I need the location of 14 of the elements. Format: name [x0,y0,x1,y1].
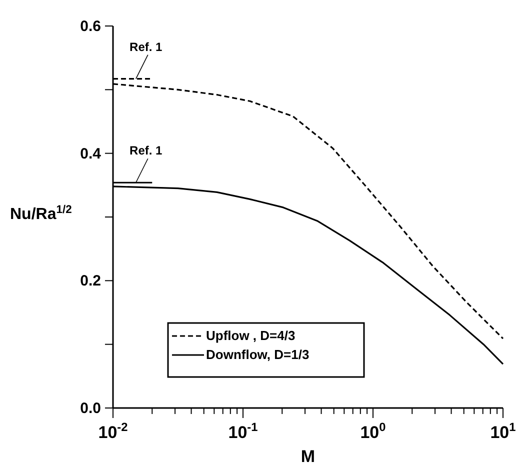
legend-label: Downflow, D=1/3 [206,347,310,362]
x-tick-label: 10$^{1}$ [490,420,516,442]
x-axis-title: M [300,447,316,466]
y-tick-label: 0.6 [80,18,101,35]
y-tick-label: 0.2 [80,272,101,290]
x-tick-label: 10$^{-2}$ [98,420,128,442]
y-axis-title: Nu/Ra$^{1/2}$ [10,204,72,223]
annotation: Ref. 1 [130,144,163,158]
y-tick-label: 0.0 [80,400,101,417]
x-tick-label: 10$^{-1}$ [228,420,258,442]
legend-label: Upflow , D=4/3 [206,328,296,343]
y-tick-label: 0.4 [80,145,102,162]
annotation: Ref. 1 [130,40,163,54]
x-tick-label: 10$^{0}$ [360,420,386,442]
